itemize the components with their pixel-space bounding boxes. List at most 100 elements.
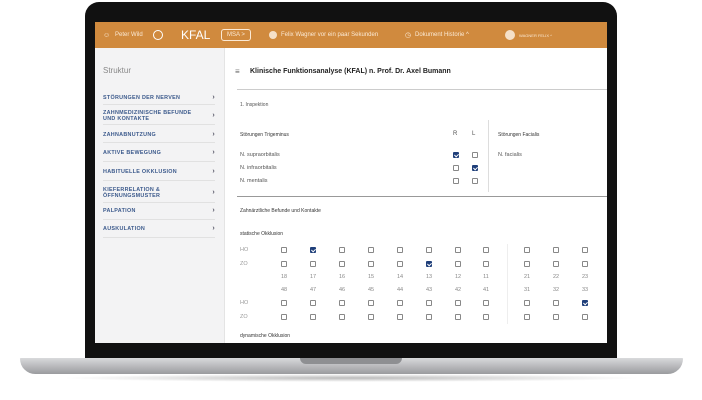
page-title: Klinische Funktionsanalyse (KFAL) n. Pro… (250, 68, 451, 75)
checkbox-r[interactable] (453, 165, 459, 171)
tooth-number: 12 (454, 274, 462, 280)
tooth-number: 17 (309, 274, 317, 280)
user-name[interactable]: Peter Wild (115, 32, 143, 38)
sidebar-item-label: ZAHNMEDIZINISCHE BEFUNDE UND KONTAKTE (103, 109, 192, 122)
tooth-checkbox[interactable] (524, 261, 530, 267)
col-l: L (472, 131, 476, 137)
tooth-checkbox[interactable] (281, 261, 287, 267)
col-r: R (453, 131, 458, 137)
tooth-checkbox[interactable] (483, 300, 489, 306)
tooth-checkbox[interactable] (524, 300, 530, 306)
tooth-number: 43 (425, 287, 433, 293)
tooth-number: 46 (338, 287, 346, 293)
tooth-checkbox[interactable] (553, 314, 559, 320)
tooth-checkbox[interactable] (483, 314, 489, 320)
activity-avatar (269, 31, 277, 39)
tooth-checkbox[interactable] (524, 314, 530, 320)
tooth-checkbox[interactable] (368, 247, 374, 253)
tooth-checkbox[interactable] (582, 314, 588, 320)
tooth-checkbox[interactable] (368, 261, 374, 267)
tooth-checkbox[interactable] (368, 300, 374, 306)
sidebar-item[interactable]: PALPATION › (103, 203, 215, 220)
sidebar-item[interactable]: AKTIVE BEWEGUNG › (103, 145, 215, 162)
tooth-number: 42 (454, 287, 462, 293)
msa-button[interactable]: MSA > (221, 29, 251, 41)
sidebar-item[interactable]: ZAHNMEDIZINISCHE BEFUNDE UND KONTAKTE › (103, 107, 215, 125)
tooth-checkbox[interactable] (339, 247, 345, 253)
tooth-checkbox[interactable] (281, 300, 287, 306)
tooth-number: 21 (523, 274, 531, 280)
tooth-checkbox[interactable] (397, 247, 403, 253)
tooth-checkbox[interactable] (310, 314, 316, 320)
tooth-checkbox[interactable] (553, 261, 559, 267)
checkbox-r[interactable] (453, 178, 459, 184)
tooth-checkbox[interactable] (553, 300, 559, 306)
tooth-checkbox[interactable] (397, 261, 403, 267)
sidebar-item-label: HABITUELLE OKKLUSION (103, 169, 177, 175)
main-content: ≡ Klinische Funktionsanalyse (KFAL) n. P… (225, 48, 607, 343)
static-occlusion-title: statische Okklusion (240, 231, 284, 237)
tooth-checkbox[interactable] (397, 300, 403, 306)
sidebar-item[interactable]: AUSKULATION › (103, 221, 215, 238)
tooth-number: 32 (552, 287, 560, 293)
tooth-checkbox[interactable] (339, 314, 345, 320)
tooth-checkbox[interactable] (426, 261, 432, 267)
sidebar-item-label: ZAHNABNUTZUNG (103, 131, 157, 138)
checkbox-l[interactable] (472, 165, 478, 171)
tooth-checkbox[interactable] (281, 247, 287, 253)
row-label: ZO (240, 261, 248, 267)
checkbox-l[interactable] (472, 152, 478, 158)
laptop-notch (300, 358, 402, 364)
sidebar-item-label: STÖRUNGEN DER NERVEN (103, 94, 181, 101)
tooth-number: 18 (280, 274, 288, 280)
tooth-checkbox[interactable] (483, 247, 489, 253)
divider (507, 244, 508, 324)
tooth-checkbox[interactable] (310, 261, 316, 267)
tooth-number: 15 (367, 274, 375, 280)
menu-collapse-icon[interactable]: ≡ (235, 67, 240, 76)
tooth-checkbox[interactable] (310, 247, 316, 253)
tooth-checkbox[interactable] (426, 314, 432, 320)
tooth-checkbox[interactable] (426, 247, 432, 253)
tooth-number: 44 (396, 287, 404, 293)
checkbox-r[interactable] (453, 152, 459, 158)
laptop-base (20, 358, 683, 374)
tooth-number: 47 (309, 287, 317, 293)
tooth-checkbox[interactable] (483, 261, 489, 267)
tooth-checkbox[interactable] (455, 261, 461, 267)
tooth-number: 48 (280, 287, 288, 293)
sidebar-item[interactable]: STÖRUNGEN DER NERVEN › (103, 91, 215, 105)
top-bar: ☺ Peter Wild KFAL MSA > Felix Wagner vor… (95, 22, 607, 48)
row-label: HO (240, 247, 249, 253)
tooth-checkbox[interactable] (582, 247, 588, 253)
tooth-checkbox[interactable] (455, 314, 461, 320)
tooth-checkbox[interactable] (455, 300, 461, 306)
trigeminus-row-label: N. supraorbitalis (240, 152, 280, 158)
status-ring-icon[interactable] (153, 30, 163, 40)
tooth-checkbox[interactable] (339, 300, 345, 306)
tooth-checkbox[interactable] (339, 261, 345, 267)
tooth-checkbox[interactable] (310, 300, 316, 306)
tooth-checkbox[interactable] (582, 261, 588, 267)
row-label: ZO (240, 314, 248, 320)
app-screen: ☺ Peter Wild KFAL MSA > Felix Wagner vor… (95, 22, 607, 343)
tooth-checkbox[interactable] (397, 314, 403, 320)
tooth-checkbox[interactable] (524, 247, 530, 253)
tooth-checkbox[interactable] (368, 314, 374, 320)
sidebar-item[interactable]: ZAHNABNUTZUNG › (103, 127, 215, 143)
checkbox-l[interactable] (472, 178, 478, 184)
sidebar-item[interactable]: HABITUELLE OKKLUSION › (103, 164, 215, 181)
tooth-checkbox[interactable] (553, 247, 559, 253)
account-menu[interactable]: WAGNER FELIX ^ (519, 32, 553, 38)
tooth-number: 14 (396, 274, 404, 280)
sidebar-item-label: PALPATION (103, 208, 136, 214)
sidebar-item[interactable]: KIEFERRELATION & ÖFFNUNGSMUSTER › (103, 183, 215, 203)
tooth-checkbox[interactable] (455, 247, 461, 253)
sidebar-title: Struktur (103, 66, 132, 75)
history-menu[interactable]: Dokument Historie ^ (415, 32, 469, 38)
tooth-checkbox[interactable] (281, 314, 287, 320)
app-name: KFAL (181, 28, 211, 42)
tooth-checkbox[interactable] (426, 300, 432, 306)
account-avatar (505, 30, 515, 40)
tooth-checkbox[interactable] (582, 300, 588, 306)
